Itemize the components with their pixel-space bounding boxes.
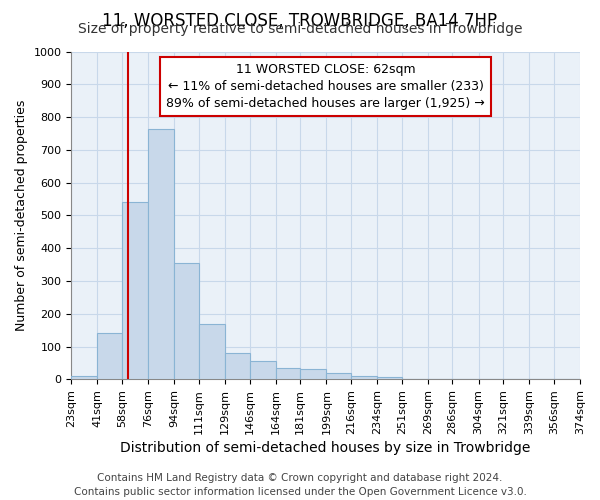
Bar xyxy=(250,362,275,380)
Bar xyxy=(199,324,225,380)
Bar xyxy=(300,368,326,380)
Bar xyxy=(275,368,300,380)
Bar xyxy=(148,128,174,380)
Bar xyxy=(174,263,199,380)
Bar xyxy=(97,334,122,380)
Text: 11, WORSTED CLOSE, TROWBRIDGE, BA14 7HP: 11, WORSTED CLOSE, TROWBRIDGE, BA14 7HP xyxy=(103,12,497,30)
Bar xyxy=(377,377,402,380)
Bar xyxy=(351,376,377,380)
Bar xyxy=(326,373,351,380)
Text: Contains HM Land Registry data © Crown copyright and database right 2024.
Contai: Contains HM Land Registry data © Crown c… xyxy=(74,473,526,497)
Bar xyxy=(225,353,250,380)
Bar xyxy=(122,202,148,380)
Y-axis label: Number of semi-detached properties: Number of semi-detached properties xyxy=(15,100,28,331)
Bar xyxy=(71,376,97,380)
X-axis label: Distribution of semi-detached houses by size in Trowbridge: Distribution of semi-detached houses by … xyxy=(121,441,531,455)
Text: 11 WORSTED CLOSE: 62sqm
← 11% of semi-detached houses are smaller (233)
89% of s: 11 WORSTED CLOSE: 62sqm ← 11% of semi-de… xyxy=(166,63,485,110)
Text: Size of property relative to semi-detached houses in Trowbridge: Size of property relative to semi-detach… xyxy=(78,22,522,36)
